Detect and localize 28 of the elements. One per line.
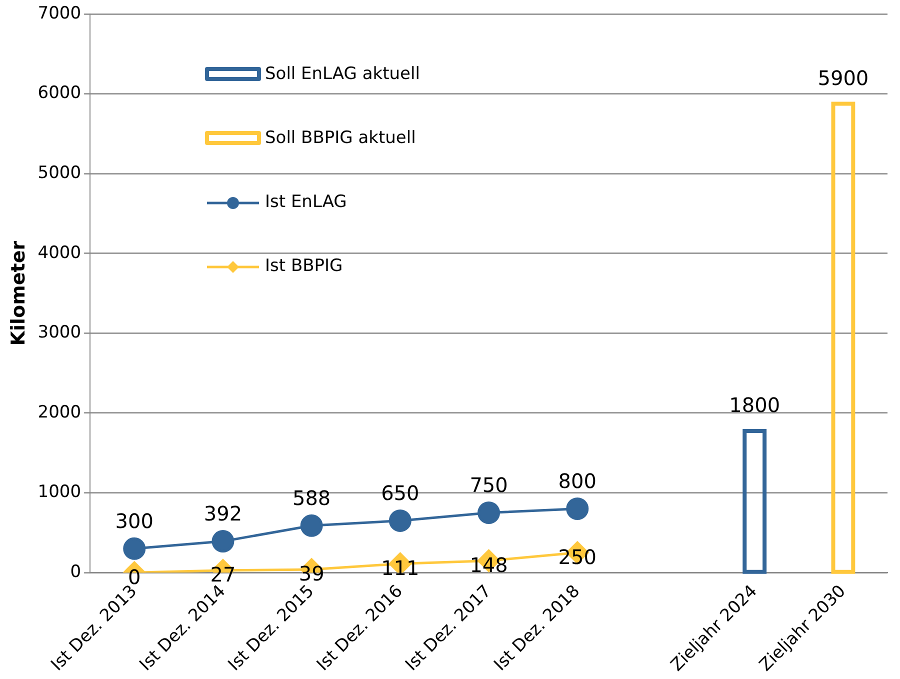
y-tick-label: 2000 [38,402,82,422]
legend-label: Ist BBPIG [265,256,343,276]
data-label: 5900 [818,66,869,90]
data-label: 588 [292,486,331,510]
legend-label: Soll EnLAG aktuell [265,64,420,84]
legend-label: Ist EnLAG [265,192,347,212]
y-tick-label: 4000 [38,242,82,263]
point [388,509,412,532]
y-tick-label: 5000 [38,163,82,184]
y-tick-label: 6000 [38,83,82,104]
point [123,537,146,560]
y-axis-title: Kilometer [7,240,30,346]
y-tick-label: 7000 [38,3,82,24]
data-label: 650 [381,480,420,505]
point [212,530,234,553]
data-label: 800 [558,468,596,493]
point [300,514,323,537]
point [566,497,589,520]
point [478,501,500,524]
data-label: 300 [115,508,154,533]
data-label: 392 [204,502,242,526]
y-tick-label: 3000 [38,322,82,343]
y-tick-label: 1000 [38,482,82,502]
legend-label: Soll BBPIG aktuell [265,128,416,148]
data-label: 1800 [729,393,780,418]
data-label: 750 [470,472,508,497]
data-label: 111 [381,556,420,580]
y-tick-label: 0 [70,562,82,582]
